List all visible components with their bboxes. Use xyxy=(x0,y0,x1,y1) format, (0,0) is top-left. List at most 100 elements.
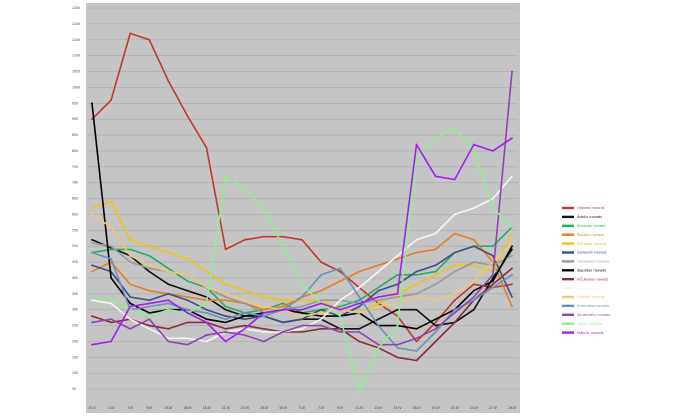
data-point xyxy=(358,341,360,343)
data-point xyxy=(91,322,93,324)
data-point xyxy=(435,325,437,327)
legend-label: Inčukalna novads xyxy=(577,277,609,281)
data-point xyxy=(225,306,227,308)
data-point xyxy=(167,252,169,254)
legend-label: Babītes novads xyxy=(577,295,605,299)
data-point xyxy=(435,328,437,330)
data-point xyxy=(167,80,169,82)
data-point xyxy=(167,293,169,295)
data-point xyxy=(492,207,494,209)
legend-label: Ādažu novads xyxy=(577,214,602,219)
data-point xyxy=(511,255,513,257)
data-point xyxy=(244,328,246,330)
data-point xyxy=(377,299,379,301)
data-point xyxy=(129,261,131,263)
data-point xyxy=(435,274,437,276)
data-point xyxy=(435,331,437,333)
x-tick-label: 13.IV xyxy=(374,406,383,410)
legend-label: Siguldas novads xyxy=(577,269,606,273)
data-point xyxy=(397,293,399,295)
y-tick-label: 200 xyxy=(72,339,78,343)
data-point xyxy=(416,274,418,276)
data-point xyxy=(397,344,399,346)
data-point xyxy=(416,144,418,146)
data-point xyxy=(129,296,131,298)
data-point xyxy=(91,296,93,298)
legend-label: Carnikavas novads xyxy=(577,286,611,290)
data-point xyxy=(377,290,379,292)
data-point xyxy=(473,283,475,285)
legend-label: Salaspils novads xyxy=(577,251,607,255)
data-point xyxy=(206,318,208,320)
data-point xyxy=(244,318,246,320)
data-point xyxy=(377,264,379,266)
data-point xyxy=(148,306,150,308)
data-point xyxy=(377,344,379,346)
data-point xyxy=(473,261,475,263)
data-point xyxy=(339,299,341,301)
legend-label: Olaines novads xyxy=(577,206,605,210)
data-point xyxy=(244,315,246,317)
data-point xyxy=(206,309,208,311)
data-point xyxy=(206,271,208,273)
data-point xyxy=(263,312,265,314)
data-point xyxy=(167,337,169,339)
legend-label: Mālpils novads xyxy=(577,331,604,335)
data-point xyxy=(187,337,189,339)
data-point xyxy=(148,245,150,247)
data-point xyxy=(473,207,475,209)
x-tick-label: 23.III xyxy=(241,406,249,410)
data-point xyxy=(206,334,208,336)
y-tick-label: 850 xyxy=(72,133,78,137)
data-point xyxy=(244,299,246,301)
x-tick-label: 20.II xyxy=(89,406,96,410)
data-point xyxy=(148,325,150,327)
data-point xyxy=(416,341,418,343)
data-point xyxy=(148,39,150,41)
data-point xyxy=(435,299,437,301)
data-point xyxy=(206,322,208,324)
data-point xyxy=(377,347,379,349)
data-point xyxy=(263,236,265,238)
data-point xyxy=(206,341,208,343)
data-point xyxy=(91,252,93,254)
data-point xyxy=(358,306,360,308)
data-point xyxy=(320,325,322,327)
data-point xyxy=(110,248,112,250)
x-tick-label: 18.IV xyxy=(412,406,421,410)
data-point xyxy=(187,322,189,324)
data-point xyxy=(397,356,399,358)
y-tick-label: 700 xyxy=(72,181,78,185)
x-tick-label: 30.III xyxy=(279,406,287,410)
data-point xyxy=(148,271,150,273)
data-point xyxy=(282,322,284,324)
data-point xyxy=(454,322,456,324)
data-point xyxy=(416,283,418,285)
data-point xyxy=(416,156,418,158)
data-point xyxy=(473,264,475,266)
data-point xyxy=(110,302,112,304)
data-point xyxy=(358,328,360,330)
data-point xyxy=(225,315,227,317)
data-point xyxy=(320,274,322,276)
data-point xyxy=(454,128,456,130)
data-point xyxy=(91,315,93,317)
y-tick-label: 100 xyxy=(72,371,78,375)
data-point xyxy=(301,239,303,241)
data-point xyxy=(148,315,150,317)
data-point xyxy=(358,287,360,289)
data-point xyxy=(91,239,93,241)
data-point xyxy=(91,299,93,301)
y-tick-label: 1150 xyxy=(72,38,80,42)
data-point xyxy=(301,315,303,317)
data-point xyxy=(435,271,437,273)
y-tick-label: 1100 xyxy=(72,54,80,58)
data-point xyxy=(358,391,360,393)
data-point xyxy=(167,268,169,270)
data-point xyxy=(397,347,399,349)
data-point xyxy=(435,283,437,285)
data-point xyxy=(511,283,513,285)
data-point xyxy=(435,175,437,177)
data-point xyxy=(435,248,437,250)
